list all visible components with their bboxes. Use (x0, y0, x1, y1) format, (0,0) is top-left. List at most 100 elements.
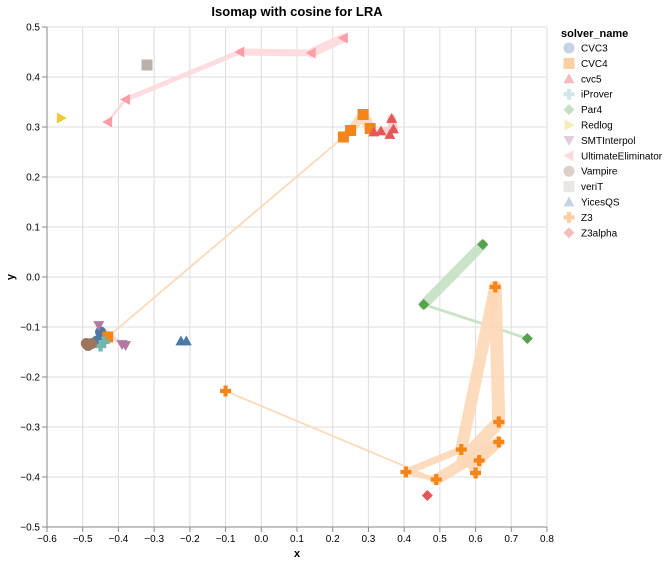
trails (96, 33, 529, 485)
point-z3alpha (421, 490, 433, 501)
point-z3 (455, 444, 467, 455)
point-iprover (98, 336, 110, 348)
point-cvc4 (357, 109, 369, 120)
point-cvc5 (387, 123, 399, 134)
point-par4 (418, 299, 430, 310)
grid (46, 26, 548, 528)
y-tick-label: 0.0 (26, 273, 40, 284)
x-tick-label: −0.1 (216, 534, 236, 545)
legend-item-z3alpha[interactable]: Z3alpha (563, 227, 618, 239)
point-verit (141, 59, 153, 71)
legend-item-yicesqs[interactable]: YicesQS (563, 196, 620, 209)
legend-item-ultimateeliminator[interactable]: UltimateEliminator (563, 150, 663, 162)
x-tick-label: −0.2 (180, 534, 200, 545)
chart-title: Isomap with cosine for LRA (211, 4, 383, 19)
y-axis-title: y (5, 273, 17, 280)
trail-segment-z3 (224, 390, 438, 481)
legend-item-par4[interactable]: Par4 (563, 104, 603, 116)
x-tick-label: −0.4 (109, 534, 129, 545)
point-cvc5 (386, 113, 398, 123)
point-par4 (521, 333, 533, 344)
x-tick-label: −0.5 (73, 534, 93, 545)
point-ultimateeliminator (120, 94, 130, 105)
legend-symbol-cross-icon (563, 88, 575, 100)
point-z3 (473, 455, 485, 466)
legend-label: CVC4 (581, 59, 608, 70)
legend-label: Redlog (581, 121, 613, 132)
x-tick-label: −0.3 (144, 534, 164, 545)
legend-item-vampire[interactable]: Vampire (563, 165, 618, 178)
y-tick-label: 0.4 (26, 73, 40, 84)
y-tick-label: −0.3 (20, 423, 40, 434)
point-vampire (82, 340, 94, 351)
legend: solver_name CVC3 CVC4 cvc5 iProver Par4 Redlo… (561, 28, 663, 239)
point-cvc5 (384, 129, 396, 139)
trail-segment-z3 (488, 280, 506, 429)
x-axis-title: x (294, 548, 301, 560)
legend-item-smtinterpol[interactable]: SMTInterpol (563, 136, 636, 147)
x-tick-label: 0.1 (290, 534, 304, 545)
trail-segment-z3 (402, 446, 465, 476)
point-z3 (489, 281, 501, 293)
x-tick-label: 0.6 (469, 534, 483, 545)
legend-item-verit[interactable]: veriT (563, 181, 604, 193)
legend-item-redlog[interactable]: Redlog (564, 119, 613, 132)
x-tick-label: 0.0 (254, 534, 268, 545)
legend-item-cvc3[interactable]: CVC3 (563, 42, 609, 55)
x-tick-label: 0.5 (433, 534, 447, 545)
legend-symbol-triangle-right-icon (564, 119, 575, 131)
legend-symbol-square-icon (563, 181, 575, 193)
y-tick-label: 0.3 (26, 123, 40, 134)
point-z3 (493, 436, 505, 448)
legend-label: Par4 (581, 105, 603, 116)
y-tick-label: 0.5 (26, 23, 40, 34)
axes: −0.6 −0.5 −0.4 −0.3 −0.2 −0.1 0.0 0.1 0.2 0.3 0.4 0… (20, 23, 554, 546)
legend-symbol-triangle-left-icon (563, 150, 574, 162)
legend-title: solver_name (561, 28, 628, 40)
x-tick-label: 0.4 (397, 534, 411, 545)
legend-symbol-square-icon (563, 57, 575, 69)
y-tick-label: −0.5 (20, 523, 40, 534)
point-ultimateeliminator (337, 32, 348, 44)
y-tick-label: −0.4 (20, 473, 40, 484)
point-cvc4 (337, 131, 349, 143)
trail-segment-par4 (422, 303, 529, 340)
y-tick-label: −0.1 (20, 323, 40, 334)
legend-item-cvc5[interactable]: cvc5 (563, 73, 603, 85)
trail-segment-z3 (456, 415, 506, 466)
trail-segment-ultimateeliminator (236, 48, 315, 57)
y-tick-label: 0.1 (26, 223, 40, 234)
point-z3 (470, 467, 482, 479)
point-ultimateeliminator (234, 46, 245, 58)
point-z3 (430, 474, 442, 485)
legend-symbol-cross-icon (563, 211, 575, 223)
legend-label: Z3alpha (581, 228, 618, 239)
point-cvc4 (345, 125, 357, 136)
point-z3 (400, 466, 412, 478)
point-yicesqs (180, 335, 192, 346)
point-ultimateeliminator (305, 47, 316, 59)
point-cvc4 (102, 331, 114, 343)
legend-label: iProver (581, 90, 613, 101)
legend-label: cvc5 (581, 74, 602, 85)
x-tick-label: 0.2 (326, 534, 340, 545)
legend-symbol-triangle-up-icon (563, 196, 575, 207)
y-tick-label: −0.2 (20, 373, 40, 384)
legend-item-z3[interactable]: Z3 (563, 211, 594, 224)
legend-label: Z3 (581, 213, 593, 224)
point-z3 (220, 385, 232, 397)
legend-symbol-triangle-down-icon (563, 136, 575, 146)
legend-symbol-diamond-icon (563, 227, 575, 239)
x-tick-label: 0.3 (361, 534, 375, 545)
legend-symbol-circle-icon (563, 165, 575, 177)
point-cvc4 (364, 123, 376, 134)
legend-item-cvc4[interactable]: CVC4 (563, 57, 609, 70)
legend-symbol-triangle-up-icon (563, 73, 575, 84)
legend-label: YicesQS (581, 198, 620, 209)
trail-segment-ultimateeliminator (123, 49, 243, 102)
x-tick-label: −0.6 (37, 534, 57, 545)
legend-symbol-circle-icon (563, 42, 575, 54)
data-points (56, 32, 533, 501)
x-tick-label: 0.8 (540, 534, 554, 545)
legend-item-iprover[interactable]: iProver (563, 88, 614, 101)
